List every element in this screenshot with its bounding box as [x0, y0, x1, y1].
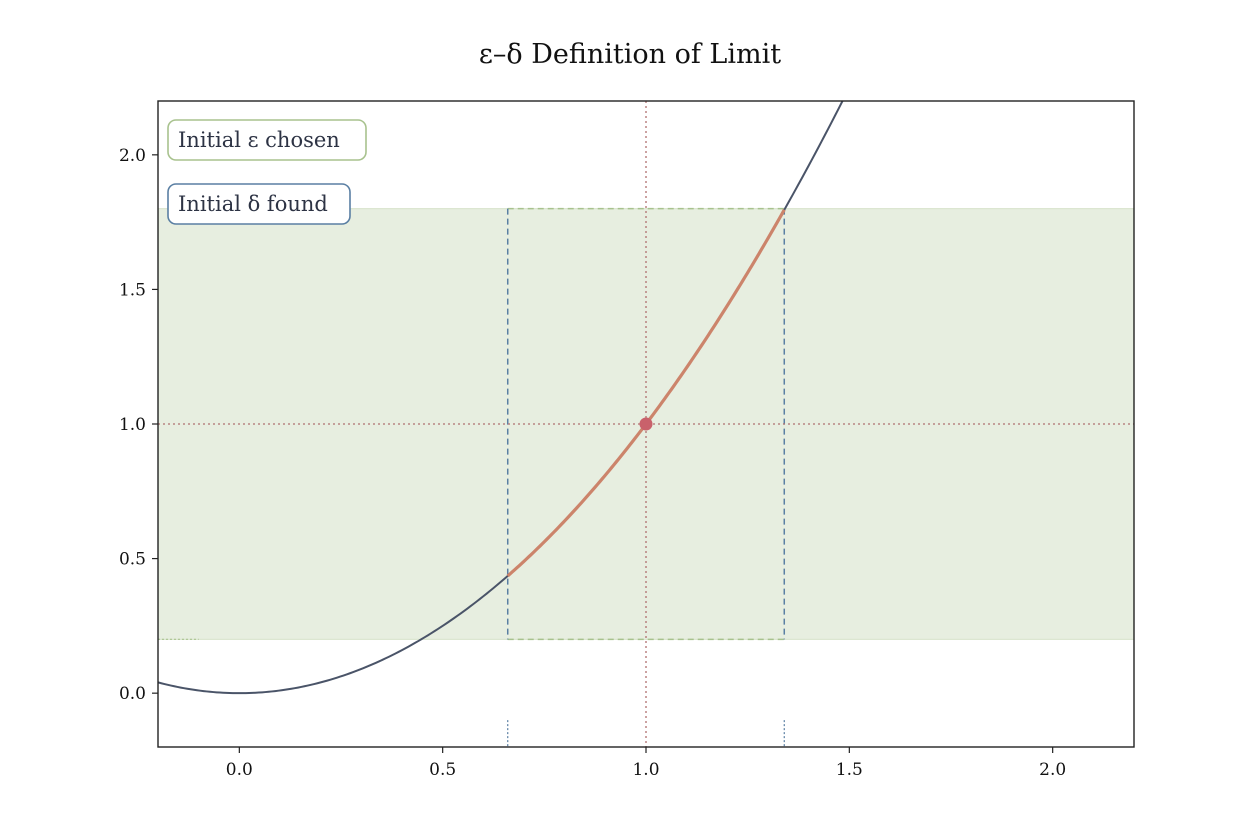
y-tick-label: 2.0: [119, 146, 146, 166]
x-axis: 0.0 0.5 1.0 1.5 2.0: [226, 747, 1066, 780]
chart-title: ε–δ Definition of Limit: [479, 39, 781, 70]
limit-point: [639, 417, 653, 431]
x-tick-label: 1.5: [836, 760, 863, 780]
y-tick-label: 0.5: [119, 550, 146, 570]
annotation-epsilon-text: Initial ε chosen: [178, 128, 340, 152]
x-tick-label: 1.0: [632, 760, 659, 780]
y-axis: 0.0 0.5 1.0 1.5 2.0: [119, 146, 158, 704]
x-tick-label: 2.0: [1039, 760, 1066, 780]
x-tick-label: 0.5: [429, 760, 456, 780]
y-tick-label: 1.5: [119, 280, 146, 300]
annotation-epsilon-box: [167, 119, 367, 161]
x-tick-label: 0.0: [226, 760, 253, 780]
plot-area: [157, 100, 1135, 748]
y-tick-label: 0.0: [119, 684, 146, 704]
annotation-epsilon: Initial ε chosen: [167, 119, 367, 161]
annotation-delta-text: Initial δ found: [178, 192, 328, 216]
annotation-delta-box: [167, 183, 351, 225]
annotation-delta: Initial δ found: [167, 183, 351, 225]
y-tick-label: 1.0: [119, 415, 146, 435]
